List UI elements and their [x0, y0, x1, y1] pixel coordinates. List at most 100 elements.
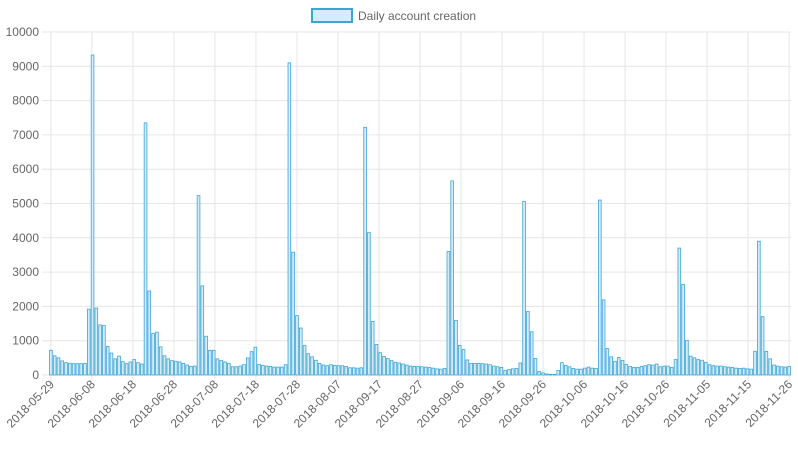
bar: [669, 367, 674, 376]
bar: [155, 331, 159, 376]
bar: [681, 284, 685, 376]
bar: [325, 365, 330, 376]
bar: [420, 366, 424, 376]
bar: [90, 54, 95, 376]
bar: [571, 368, 576, 376]
bar: [749, 368, 754, 376]
bar: [772, 364, 776, 376]
bar: [545, 373, 549, 376]
bar: [98, 324, 102, 376]
bar: [348, 367, 352, 376]
bar: [215, 358, 220, 376]
bar: [174, 360, 178, 376]
bar: [510, 368, 515, 376]
bar: [741, 367, 746, 376]
y-axis: 0 1000 2000 3000 4000 5000 6000 7000 8000 9000 100…: [6, 25, 40, 382]
bar: [666, 365, 670, 376]
y-tick-label: 10000: [6, 25, 40, 39]
bar: [598, 199, 602, 376]
bar: [662, 365, 666, 376]
bar: [628, 366, 632, 376]
bar: [367, 232, 371, 376]
bar: [469, 362, 473, 376]
y-tick-label: 7000: [12, 128, 39, 142]
bar: [336, 365, 341, 376]
bar: [370, 321, 375, 376]
bar: [245, 357, 250, 376]
bar: [704, 361, 708, 376]
bar: [700, 359, 704, 376]
y-tick-label: 1000: [12, 334, 39, 348]
bar: [268, 366, 273, 376]
bar: [632, 367, 636, 376]
bar: [128, 361, 133, 376]
y-tick-label: 9000: [12, 59, 39, 73]
bar: [302, 345, 307, 376]
bar: [393, 361, 398, 376]
bar: [261, 364, 265, 376]
bar: [492, 365, 496, 376]
bar: [435, 368, 439, 376]
bar: [60, 360, 65, 376]
bar: [234, 366, 239, 376]
bar: [552, 373, 557, 376]
bar: [283, 364, 288, 376]
bar: [514, 368, 519, 376]
bar: [56, 357, 61, 376]
bar: [83, 362, 87, 376]
bar: [329, 364, 333, 376]
bar: [582, 367, 587, 376]
bar: [397, 362, 401, 376]
bar: [658, 366, 663, 376]
bar: [768, 358, 772, 376]
bar: [594, 368, 598, 376]
bar: [779, 366, 784, 376]
bar: [601, 299, 606, 376]
bar: [75, 363, 80, 376]
bar: [548, 373, 553, 376]
bar: [764, 350, 769, 376]
bar: [613, 360, 617, 376]
bar: [105, 346, 110, 376]
bar: [787, 366, 791, 376]
bar: [230, 366, 235, 376]
bar: [442, 368, 447, 376]
bar: [298, 327, 303, 376]
y-tick-label: 8000: [12, 94, 39, 108]
bar: [560, 362, 564, 376]
bar: [507, 369, 511, 376]
legend[interactable]: Daily account creation: [311, 8, 476, 23]
bar: [189, 366, 193, 376]
bar: [223, 361, 227, 376]
bar: [715, 365, 719, 376]
bar: [204, 335, 208, 376]
bar: [196, 195, 201, 376]
bar: [404, 364, 409, 376]
bar: [264, 365, 269, 376]
bar: [643, 365, 648, 376]
bar: [94, 307, 99, 376]
bar: [692, 357, 697, 376]
bar: [439, 368, 443, 376]
bar: [117, 355, 121, 376]
bar: [738, 368, 742, 376]
bar: [563, 364, 568, 376]
bar: [465, 359, 470, 376]
bar: [783, 366, 788, 376]
bar: [280, 366, 284, 376]
bar: [757, 240, 761, 376]
bar: [139, 363, 144, 376]
bar: [484, 363, 489, 376]
bar: [616, 357, 621, 376]
bar: [109, 352, 114, 376]
bar: [185, 364, 189, 376]
bar: [219, 360, 224, 376]
bar: [158, 346, 163, 376]
bar: [753, 350, 757, 376]
bar: [605, 348, 610, 376]
bar: [257, 363, 261, 376]
y-tick-label: 5000: [12, 197, 39, 211]
bar: [382, 356, 386, 376]
bar: [386, 358, 390, 376]
